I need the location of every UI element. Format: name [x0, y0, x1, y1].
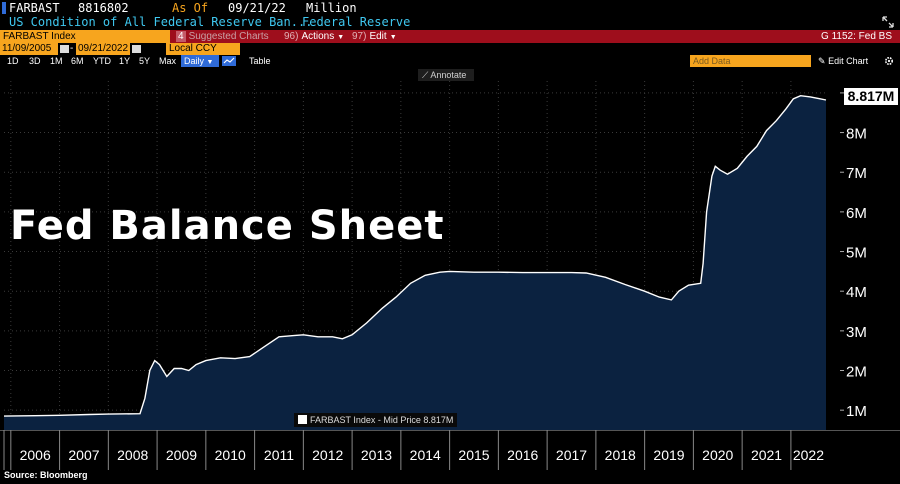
add-data-input[interactable]: Add Data	[690, 55, 811, 67]
edit-label: Edit	[369, 31, 387, 42]
x-tick-label: 2012	[312, 447, 343, 463]
edit-chart-label: Edit Chart	[828, 56, 869, 66]
actions-label: Actions	[301, 31, 335, 42]
expand-icon[interactable]	[882, 16, 894, 28]
security-description-row: US Condition of All Federal Reserve Ban.…	[0, 15, 900, 30]
chevron-down-icon: ▼	[206, 59, 214, 66]
period-3d-button[interactable]: 3D	[29, 56, 41, 66]
actions-menu[interactable]: 96) Actions ▼	[284, 30, 344, 44]
source-label: Federal Reserve	[302, 15, 411, 29]
y-tick-label: 4M	[846, 284, 867, 301]
chart-series	[3, 94, 827, 430]
period-1m-button[interactable]: 1M	[50, 56, 63, 66]
x-tick-label: 2008	[117, 447, 148, 463]
end-date-input[interactable]: 09/21/2022	[76, 43, 130, 55]
line-chart-icon[interactable]	[222, 56, 236, 66]
start-date-input[interactable]: 11/09/2005	[0, 43, 58, 55]
last-value-tag: 8.817M	[844, 88, 898, 105]
calendar-icon[interactable]	[132, 45, 141, 53]
gear-icon[interactable]	[884, 56, 894, 66]
y-tick-label: 5M	[846, 245, 867, 262]
chart-area[interactable]: 2006 2007 2008 2009 2010 2011 2012 2013 2014 2015…	[0, 67, 900, 470]
x-tick-label: 2007	[68, 447, 99, 463]
source-footer: Source: Bloomberg	[4, 470, 88, 480]
security-input[interactable]: FARBAST Index	[0, 30, 170, 43]
asof-date: 09/21/22	[228, 1, 286, 15]
x-tick-label: 2019	[653, 447, 684, 463]
y-tick-label: 1M	[846, 403, 867, 420]
period-6m-button[interactable]: 6M	[71, 56, 84, 66]
y-tick-label: 8M	[846, 126, 867, 143]
x-tick-label: 2016	[507, 447, 538, 463]
suggest-label: Suggested Charts	[188, 31, 269, 42]
security-color-bar	[2, 2, 6, 14]
period-selector: 1D 3D 1M 6M YTD 1Y 5Y Max Daily ▼ Table …	[0, 55, 900, 67]
x-tick-label: 2011	[264, 447, 294, 463]
series-line	[3, 94, 827, 417]
x-tick-label: 2014	[410, 447, 441, 463]
period-1d-button[interactable]: 1D	[7, 56, 19, 66]
last-value: 8816802	[78, 1, 129, 15]
legend-swatch	[298, 415, 307, 424]
overlay-title: Fed Balance Sheet	[10, 203, 445, 249]
annotate-button[interactable]: ⟋ Annotate	[418, 69, 474, 81]
suggested-charts-button[interactable]: 4 Suggested Charts	[173, 30, 269, 43]
x-tick-label: 2009	[166, 447, 197, 463]
ticker-label[interactable]: FARBAST	[9, 1, 60, 15]
edit-chart-button[interactable]: ✎ Edit Chart	[818, 55, 868, 67]
period-1y-button[interactable]: 1Y	[119, 56, 131, 66]
period-max-button[interactable]: Max	[159, 56, 177, 66]
pencil-icon: ✎	[818, 56, 826, 66]
chart-id-label: G 1152: Fed BS	[821, 31, 892, 42]
edit-number: 97)	[352, 31, 367, 42]
legend-label: FARBAST Index - Mid Price 8.817M	[310, 415, 454, 425]
calendar-icon[interactable]	[60, 45, 69, 53]
security-header: FARBAST 8816802 As Of 09/21/22 Million	[0, 0, 900, 16]
x-tick-label: 2021	[751, 447, 782, 463]
x-tick-label: 2015	[458, 447, 489, 463]
suggest-number: 4	[176, 31, 186, 42]
security-description: US Condition of All Federal Reserve Ban.…	[9, 15, 313, 29]
y-tick-label: 7M	[846, 165, 867, 182]
chevron-down-icon: ▼	[337, 34, 345, 41]
command-toolbar: FARBAST Index 4 Suggested Charts 96) Actio…	[0, 30, 900, 43]
x-tick-label: 2006	[20, 447, 51, 463]
actions-number: 96)	[284, 31, 299, 42]
period-5y-button[interactable]: 5Y	[139, 56, 151, 66]
currency-select[interactable]: Local CCY	[166, 43, 240, 55]
y-tick-label: 2M	[846, 364, 867, 381]
table-button[interactable]: Table	[249, 56, 271, 66]
x-tick-label: 2017	[556, 447, 587, 463]
annotate-label: Annotate	[430, 70, 467, 80]
y-axis: 1M 2M 3M 4M 5M 6M 7M 8M	[840, 92, 867, 420]
x-tick-label: 2018	[605, 447, 636, 463]
y-tick-label: 3M	[846, 324, 867, 341]
x-tick-label: 2013	[361, 447, 392, 463]
chevron-down-icon: ▼	[389, 34, 397, 41]
asof-label: As Of	[172, 1, 209, 15]
x-tick-label: 2022	[793, 447, 824, 463]
date-range-row: 11/09/2005 - 09/21/2022 Local CCY	[0, 43, 900, 55]
date-separator: -	[70, 43, 74, 54]
series-area	[4, 95, 826, 430]
y-tick-label: 6M	[846, 205, 867, 222]
chart-legend[interactable]: FARBAST Index - Mid Price 8.817M	[294, 413, 458, 427]
period-ytd-button[interactable]: YTD	[93, 56, 111, 66]
frequency-select[interactable]: Daily ▼	[181, 55, 219, 67]
x-tick-label: 2010	[215, 447, 246, 463]
pencil-icon: ⟋	[422, 70, 429, 80]
frequency-label: Daily	[184, 56, 205, 66]
edit-menu[interactable]: 97) Edit ▼	[352, 30, 397, 44]
x-axis: 2006 2007 2008 2009 2010 2011 2012 2013 2014 2015…	[0, 430, 900, 470]
unit-label: Million	[306, 1, 357, 15]
x-tick-label: 2020	[702, 447, 733, 463]
